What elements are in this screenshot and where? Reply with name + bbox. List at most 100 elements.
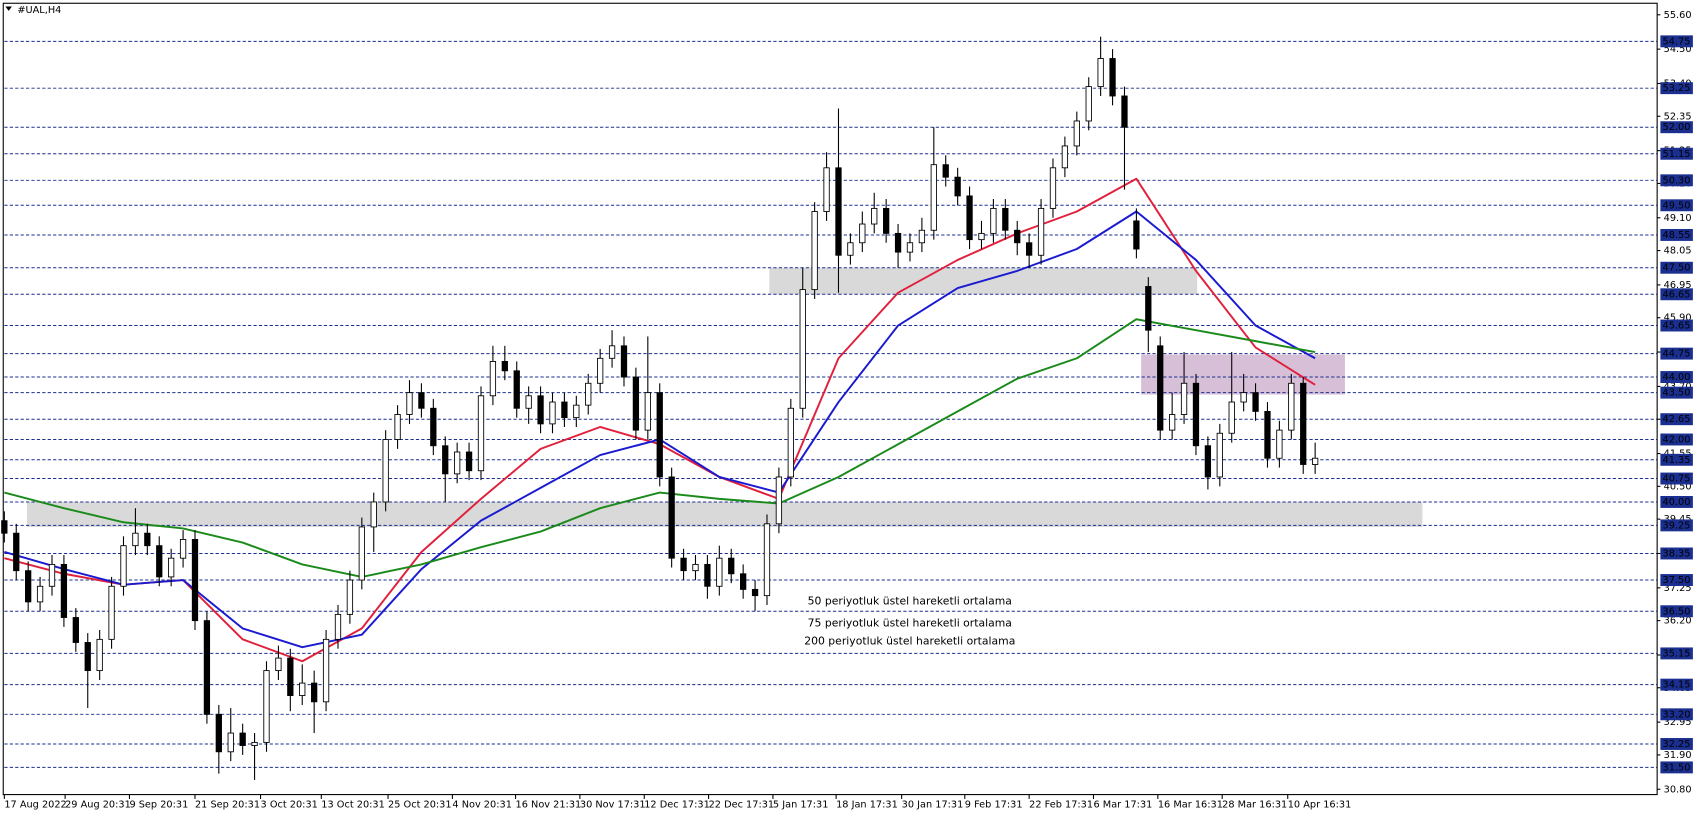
- level-label: 40.00: [1663, 497, 1691, 508]
- candle-body: [454, 451, 461, 475]
- candle-body: [418, 392, 425, 409]
- candle-body: [954, 176, 961, 197]
- x-tick-label: 4 Nov 20:31: [452, 799, 512, 810]
- candle-body: [108, 585, 115, 640]
- candle-body: [1145, 286, 1152, 331]
- candle-body: [1288, 382, 1295, 431]
- candle-body: [84, 642, 91, 672]
- level-label: 48.55: [1663, 230, 1691, 241]
- candle-body: [644, 392, 651, 431]
- candle-body: [835, 167, 842, 256]
- level-label-box: [1660, 708, 1693, 721]
- candle-body: [930, 164, 937, 231]
- level-label: 32.25: [1663, 739, 1691, 750]
- candle-body: [227, 732, 234, 753]
- candle-body: [537, 395, 544, 425]
- level-label-box: [1660, 82, 1693, 95]
- candle-body: [394, 414, 401, 440]
- candle-body: [525, 395, 532, 409]
- candle-body: [406, 392, 413, 415]
- candle-body: [25, 570, 32, 603]
- candle-body: [1157, 345, 1164, 431]
- candle-body: [728, 557, 735, 575]
- candle-body: [978, 232, 985, 241]
- x-tick-label: 5 Jan 17:31: [773, 799, 829, 810]
- candle-body: [442, 445, 449, 475]
- candle-body: [370, 501, 377, 528]
- y-tick-label: 45.90: [1664, 313, 1692, 324]
- plot-frame: [2, 2, 1658, 796]
- candle-body: [13, 532, 20, 572]
- candle-body: [859, 223, 866, 244]
- candle-body: [48, 563, 56, 587]
- candle-body: [561, 401, 568, 419]
- candle-body: [311, 682, 318, 703]
- level-label-box: [1660, 547, 1693, 560]
- candle-body: [1312, 457, 1319, 465]
- candle-body: [1049, 167, 1057, 209]
- candle-body: [692, 563, 699, 572]
- candle-body: [608, 345, 616, 359]
- candle-body: [1169, 414, 1176, 431]
- level-label: 39.25: [1663, 520, 1691, 531]
- candle-body: [1204, 445, 1212, 478]
- level-label-box: [1660, 121, 1693, 134]
- candle-body: [322, 638, 330, 703]
- level-label: 33.20: [1663, 709, 1691, 720]
- level-label-box: [1660, 199, 1693, 212]
- candle-body: [1002, 207, 1009, 231]
- x-tick-label: 25 Oct 20:31: [388, 799, 452, 810]
- candle-body: [1121, 95, 1128, 128]
- level-label-box: [1660, 147, 1693, 160]
- y-tick-label: 37.25: [1664, 583, 1692, 594]
- x-tick-label: 9 Feb 17:31: [965, 799, 1023, 810]
- candle-body: [620, 345, 628, 378]
- candle-body: [1073, 120, 1080, 147]
- x-tick-label: 9 Sep 20:31: [129, 799, 188, 810]
- candle-body: [656, 392, 663, 478]
- candle-body: [239, 732, 246, 746]
- level-label: 46.65: [1663, 289, 1691, 300]
- candle-body: [787, 407, 794, 478]
- legend-label: 200 periyotluk üstel hareketli ortalama: [804, 635, 1015, 648]
- level-label-box: [1660, 413, 1693, 426]
- zone: [26, 501, 1423, 527]
- y-tick-label: 32.95: [1664, 717, 1692, 728]
- candle-body: [489, 360, 497, 397]
- candle-body: [883, 207, 890, 234]
- level-label: 42.00: [1663, 434, 1691, 445]
- x-tick-label: 18 Jan 17:31: [836, 799, 898, 810]
- candle-body: [549, 401, 556, 425]
- x-tick-label: 29 Aug 20:31: [65, 799, 131, 810]
- candle-body: [1037, 207, 1045, 256]
- y-tick-label: 46.95: [1664, 280, 1692, 291]
- chart-title: #UAL,H4: [17, 5, 61, 16]
- level-label-box: [1660, 738, 1693, 750]
- y-tick-label: 48.05: [1664, 246, 1692, 257]
- y-tick-label: 54.50: [1664, 44, 1692, 55]
- y-tick-label: 31.90: [1664, 750, 1692, 761]
- x-tick-label: 12 Dec 17:31: [644, 799, 710, 810]
- candle-body: [1264, 410, 1271, 459]
- candle-body: [1133, 220, 1140, 250]
- level-label: 51.15: [1663, 149, 1691, 160]
- candle-body: [573, 404, 580, 419]
- candle-body: [597, 357, 604, 384]
- level-label: 44.75: [1663, 349, 1691, 360]
- level-label: 40.75: [1663, 474, 1691, 485]
- candle-body: [799, 289, 806, 409]
- y-tick-label: 30.80: [1664, 784, 1692, 795]
- candle-body: [251, 741, 258, 746]
- x-tick-label: 6 Mar 17:31: [1093, 799, 1152, 810]
- candle-body: [346, 579, 354, 615]
- level-label: 41.35: [1663, 455, 1691, 466]
- candle-body: [1026, 242, 1033, 256]
- candle-body: [751, 588, 759, 597]
- level-label: 54.75: [1663, 36, 1691, 47]
- candle-body: [60, 563, 68, 618]
- candle-body: [1276, 429, 1283, 459]
- level-label-box: [1660, 605, 1693, 618]
- candle-body: [168, 557, 175, 578]
